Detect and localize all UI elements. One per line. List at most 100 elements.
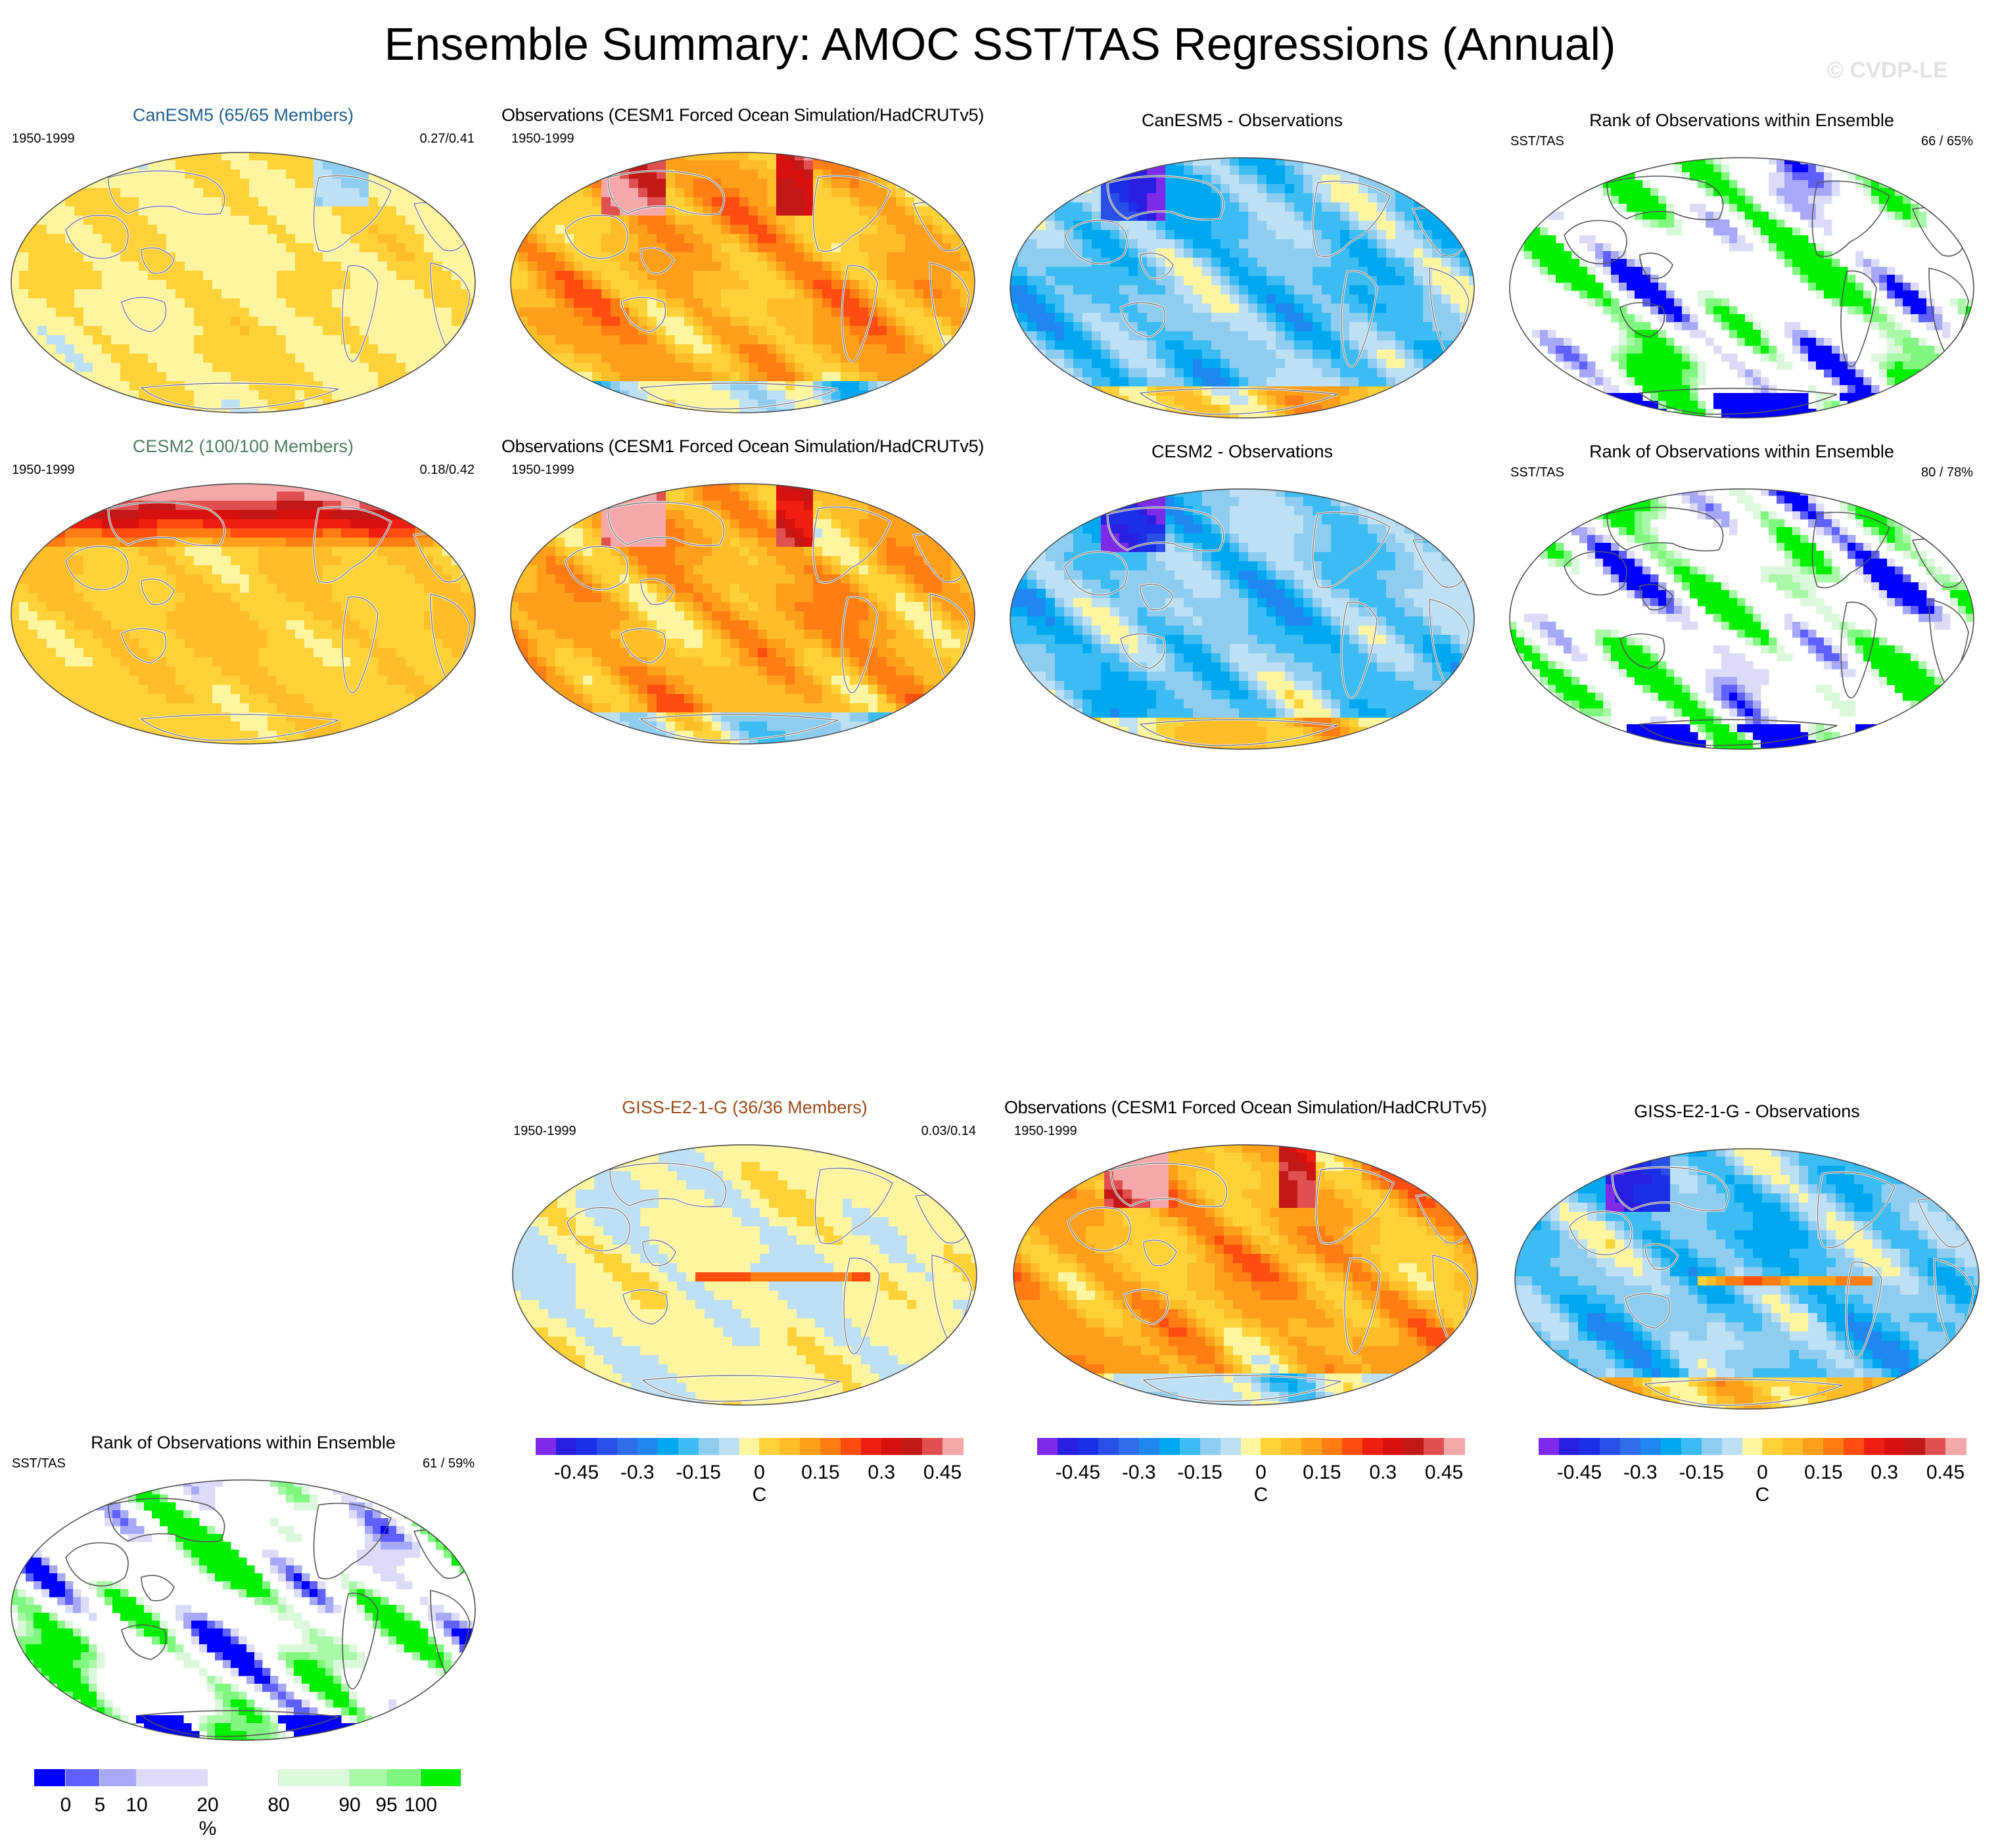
- colorbar-swatch: [800, 1438, 821, 1455]
- panel-variable: SST/TAS: [1510, 134, 1564, 149]
- globe-map: [510, 152, 975, 413]
- panel-row1-obs: Observations (CESM1 Forced Ocean Simulat…: [500, 105, 986, 414]
- colorbar-swatch: [279, 1769, 350, 1786]
- colorbar-tick-label: -0.3: [1121, 1462, 1156, 1483]
- globe-map: [512, 1144, 977, 1406]
- colorbar-swatch: [1138, 1438, 1160, 1455]
- panel-title: Observations (CESM1 Forced Ocean Simulat…: [501, 105, 985, 125]
- colorbar-swatch: [616, 1438, 638, 1455]
- panel-period: 1950-1999: [12, 463, 75, 477]
- panel-row3-model: GISS-E2-1-G (36/36 Members) 1950-1999 0.…: [501, 1097, 988, 1406]
- panel-row1-model: CanESM5 (65/65 Members) 1950-1999 0.27/0…: [0, 105, 486, 414]
- panel-title: Rank of Observations within Ensemble: [1589, 442, 1894, 461]
- panel-row2-diff: CESM2 - Observations: [999, 442, 1485, 751]
- colorbar-tick-label: -0.15: [1679, 1462, 1724, 1483]
- panel-row3-obs: Observations (CESM1 Forced Ocean Simulat…: [1002, 1097, 1489, 1406]
- panel-title: GISS-E2-1-G (36/36 Members): [622, 1097, 868, 1117]
- colorbar-swatch: [1823, 1438, 1844, 1455]
- panel-title: Rank of Observations within Ensemble: [1589, 110, 1894, 130]
- colorbar-swatch: [1660, 1438, 1682, 1455]
- colorbar-swatch: [1681, 1438, 1702, 1455]
- colorbar-swatch: [1884, 1438, 1905, 1455]
- watermark: © CVDP-LE: [1827, 58, 1948, 83]
- colorbar-swatch: [1179, 1438, 1201, 1455]
- colorbar-tick-label: 0: [1255, 1462, 1267, 1483]
- colorbar-swatch: [739, 1438, 760, 1455]
- colorbar-unit: C: [1755, 1484, 1770, 1506]
- colorbar-tick-label: 95: [375, 1794, 398, 1816]
- colorbar-swatch: [1579, 1438, 1600, 1455]
- colorbar-swatch: [1721, 1438, 1743, 1455]
- colorbar-swatch: [1640, 1438, 1662, 1455]
- colorbar-swatch: [34, 1769, 66, 1786]
- panel-row2-model: CESM2 (100/100 Members) 1950-1999 0.18/0…: [0, 436, 486, 745]
- colorbar-swatch: [1844, 1438, 1865, 1455]
- panel-title: GISS-E2-1-G - Observations: [1634, 1101, 1860, 1121]
- colorbar-tick-label: -0.45: [1055, 1462, 1101, 1483]
- panel-row2-obs: Observations (CESM1 Forced Ocean Simulat…: [500, 436, 986, 745]
- colorbar-tick-label: 0.3: [1871, 1462, 1899, 1483]
- panel-stats: 0.27/0.41: [419, 131, 475, 146]
- colorbar-swatch: [350, 1769, 386, 1786]
- colorbar-swatch: [1742, 1438, 1763, 1455]
- globe-map: [1514, 1148, 1980, 1410]
- colorbar-tick-label: -0.3: [1623, 1462, 1658, 1483]
- panel-variable: SST/TAS: [1510, 465, 1564, 480]
- colorbar-swatch: [66, 1769, 100, 1786]
- panel-rank-value: 80 / 78%: [1921, 465, 1973, 480]
- colorbar-swatch: [555, 1438, 577, 1455]
- colorbar-tick-label: 0: [1757, 1462, 1768, 1483]
- colorbar-swatch: [1701, 1438, 1723, 1455]
- colorbar-tick-label: 100: [404, 1794, 438, 1816]
- colorbar-swatch: [1558, 1438, 1580, 1455]
- globe-map: [1509, 157, 1974, 419]
- colorbar-tick-label: 80: [267, 1794, 290, 1816]
- panel-title: CESM2 - Observations: [1151, 442, 1334, 461]
- colorbar-swatch: [1803, 1438, 1824, 1455]
- colorbar-swatch: [820, 1438, 841, 1455]
- colorbar-swatch: [1945, 1438, 1966, 1455]
- colorbar-tick-label: 0.3: [868, 1462, 896, 1483]
- globe-map: [1509, 488, 1974, 750]
- colorbar-tick-label: 0.15: [1303, 1462, 1341, 1483]
- globe-map: [1010, 488, 1475, 750]
- colorbar-swatch: [1782, 1438, 1803, 1455]
- colorbar-tick-label: 10: [126, 1794, 148, 1816]
- panel-title: CanESM5 (65/65 Members): [132, 105, 354, 125]
- panel-row1-rank: Rank of Observations within Ensemble SST…: [1499, 110, 1985, 419]
- colorbar-swatch: [1424, 1438, 1445, 1455]
- panel-title: Observations (CESM1 Forced Ocean Simulat…: [501, 436, 985, 456]
- colorbar-swatch: [1240, 1438, 1262, 1455]
- panel-rank-value: 61 / 59%: [423, 1456, 475, 1471]
- colorbar-swatch: [386, 1769, 421, 1786]
- colorbar-swatch: [881, 1438, 902, 1455]
- colorbar-swatch: [657, 1438, 679, 1455]
- colorbar-swatch: [942, 1438, 964, 1455]
- colorbar-tick-label: 0.45: [923, 1462, 962, 1483]
- colorbar-tick-label: 0.15: [801, 1462, 840, 1483]
- colorbar-tick-label: 5: [94, 1794, 106, 1816]
- panel-period: 1950-1999: [1014, 1124, 1077, 1138]
- colorbar-swatch: [759, 1438, 781, 1455]
- colorbar-swatch: [1362, 1438, 1384, 1455]
- colorbar-swatch: [1925, 1438, 1946, 1455]
- colorbar-swatch: [1261, 1438, 1282, 1455]
- globe-map: [11, 483, 476, 745]
- panel-rank-value: 66 / 65%: [1921, 134, 1973, 149]
- colorbar-swatch: [100, 1769, 137, 1786]
- colorbar-tick-label: 0.15: [1804, 1462, 1843, 1483]
- globe-map: [11, 152, 476, 413]
- colorbar-swatch: [1281, 1438, 1302, 1455]
- colorbar-unit: C: [752, 1484, 767, 1506]
- colorbar-tick-label: 0.45: [1424, 1462, 1464, 1483]
- panel-row3-diff: GISS-E2-1-G - Observations: [1504, 1101, 1990, 1410]
- colorbar-tick-label: 0: [754, 1462, 765, 1483]
- panel-period: 1950-1999: [511, 463, 574, 477]
- colorbar-swatch: [922, 1438, 943, 1455]
- panel-period: 1950-1999: [12, 131, 75, 146]
- colorbar-swatch: [1199, 1438, 1221, 1455]
- colorbar-swatch: [1383, 1438, 1404, 1455]
- colorbar-swatch: [1599, 1438, 1621, 1455]
- panel-stats: 0.18/0.42: [419, 463, 475, 477]
- regression-colorbar: -0.45 -0.3 -0.15 0 0.15 0.3 0.45 C: [1539, 1438, 1966, 1510]
